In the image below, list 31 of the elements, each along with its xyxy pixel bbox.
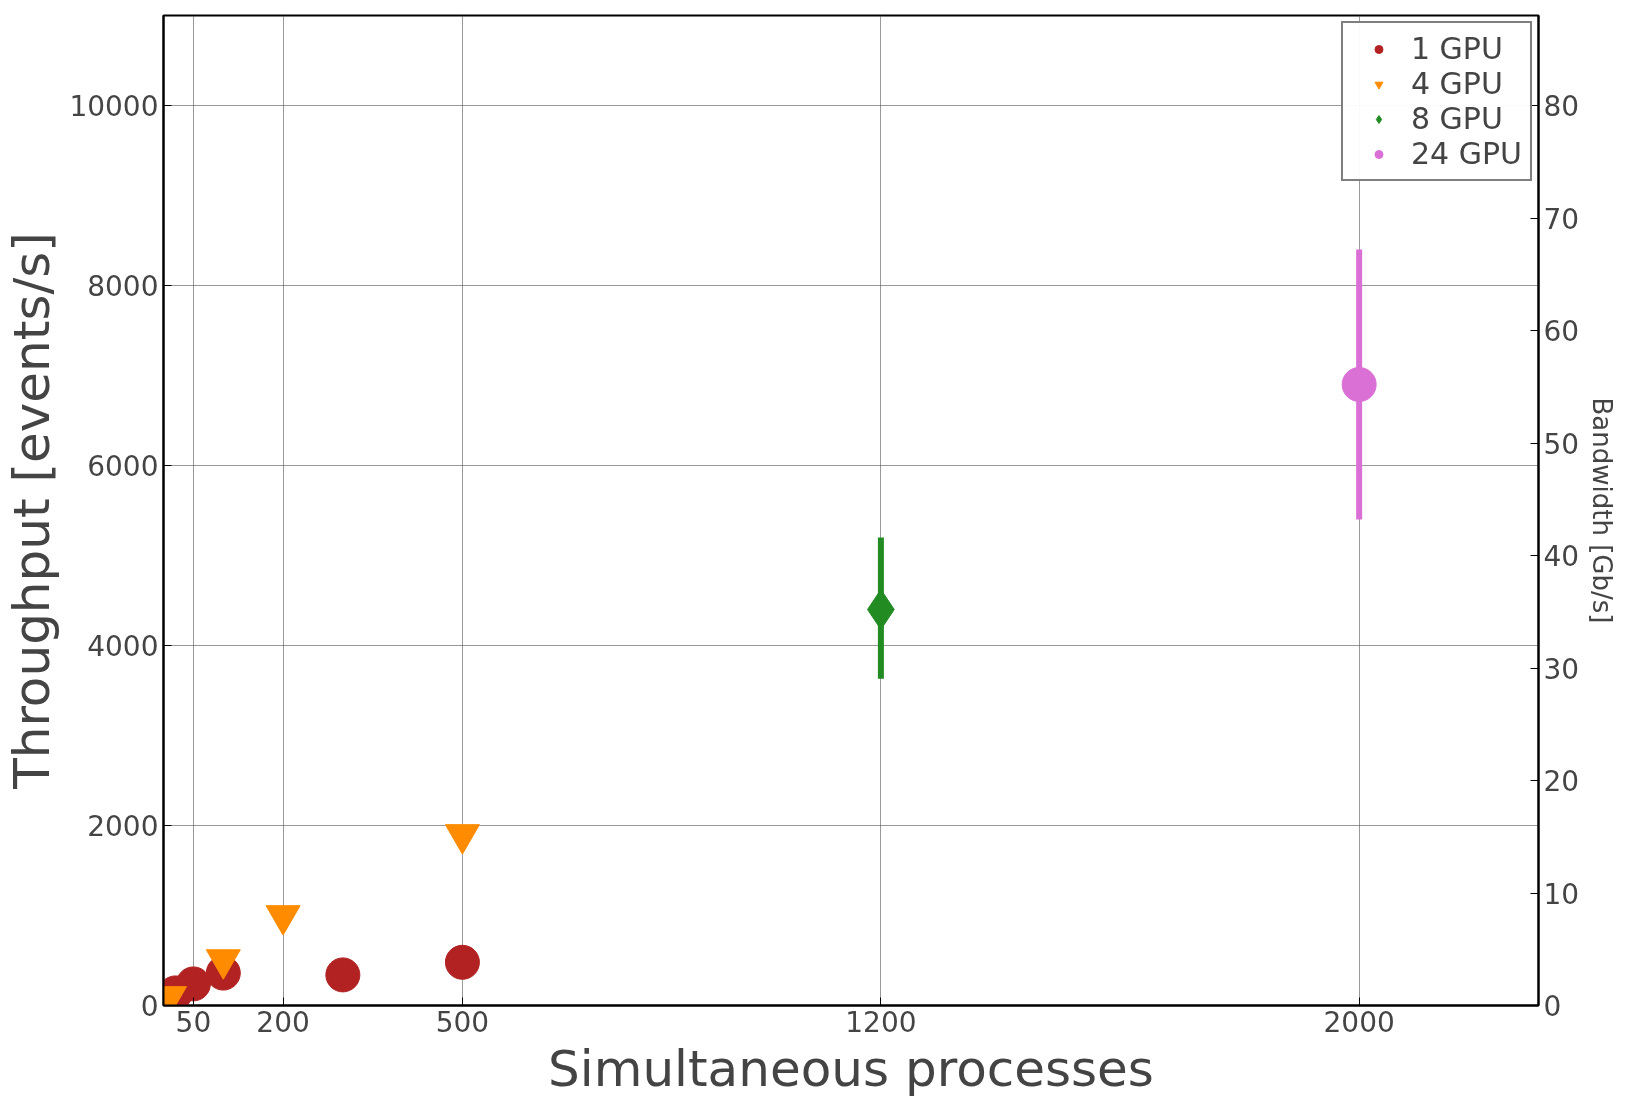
- y-tick-label: 2000: [87, 810, 159, 843]
- point: [175, 966, 211, 1002]
- y2-tick-label: 60: [1543, 315, 1580, 348]
- x-tick-label: 1200: [845, 1005, 917, 1039]
- point: [1341, 367, 1377, 402]
- y-axis-title: Throughput [events/s]: [3, 232, 62, 790]
- x-tick-label: 2000: [1323, 1005, 1395, 1039]
- x-axis-title: Simultaneous processes: [548, 1039, 1154, 1098]
- y2-tick-label: 40: [1543, 540, 1580, 573]
- y-tick-label: 4000: [87, 630, 159, 663]
- y2-tick-label: 10: [1543, 877, 1580, 911]
- x-tick-label: 50: [175, 1005, 212, 1039]
- legend-label: 8 GPU: [1410, 101, 1503, 136]
- y2-tick-label: 0: [1543, 990, 1562, 1023]
- legend-label: 1 GPU: [1410, 31, 1503, 66]
- y2-tick-label: 30: [1543, 652, 1580, 686]
- x-tick-label: 500: [435, 1005, 490, 1039]
- x-tick-label: 200: [256, 1005, 310, 1039]
- legend-label: 24 GPU: [1410, 136, 1522, 171]
- y2-tick-label: 20: [1543, 765, 1580, 798]
- y-tick-label: 0: [140, 990, 159, 1023]
- y2-tick-label: 80: [1543, 90, 1580, 123]
- point: [444, 944, 480, 980]
- legend-label: 4 GPU: [1410, 66, 1503, 101]
- y-tick-label: 10000: [69, 90, 159, 123]
- point: [325, 957, 361, 993]
- y2-tick-label: 50: [1543, 427, 1580, 461]
- y-tick-label: 8000: [87, 270, 159, 303]
- y-tick-label: 6000: [87, 450, 159, 483]
- y2-axis-title: Bandwidth [Gb/s]: [1587, 397, 1618, 624]
- y2-tick-label: 70: [1543, 202, 1580, 236]
